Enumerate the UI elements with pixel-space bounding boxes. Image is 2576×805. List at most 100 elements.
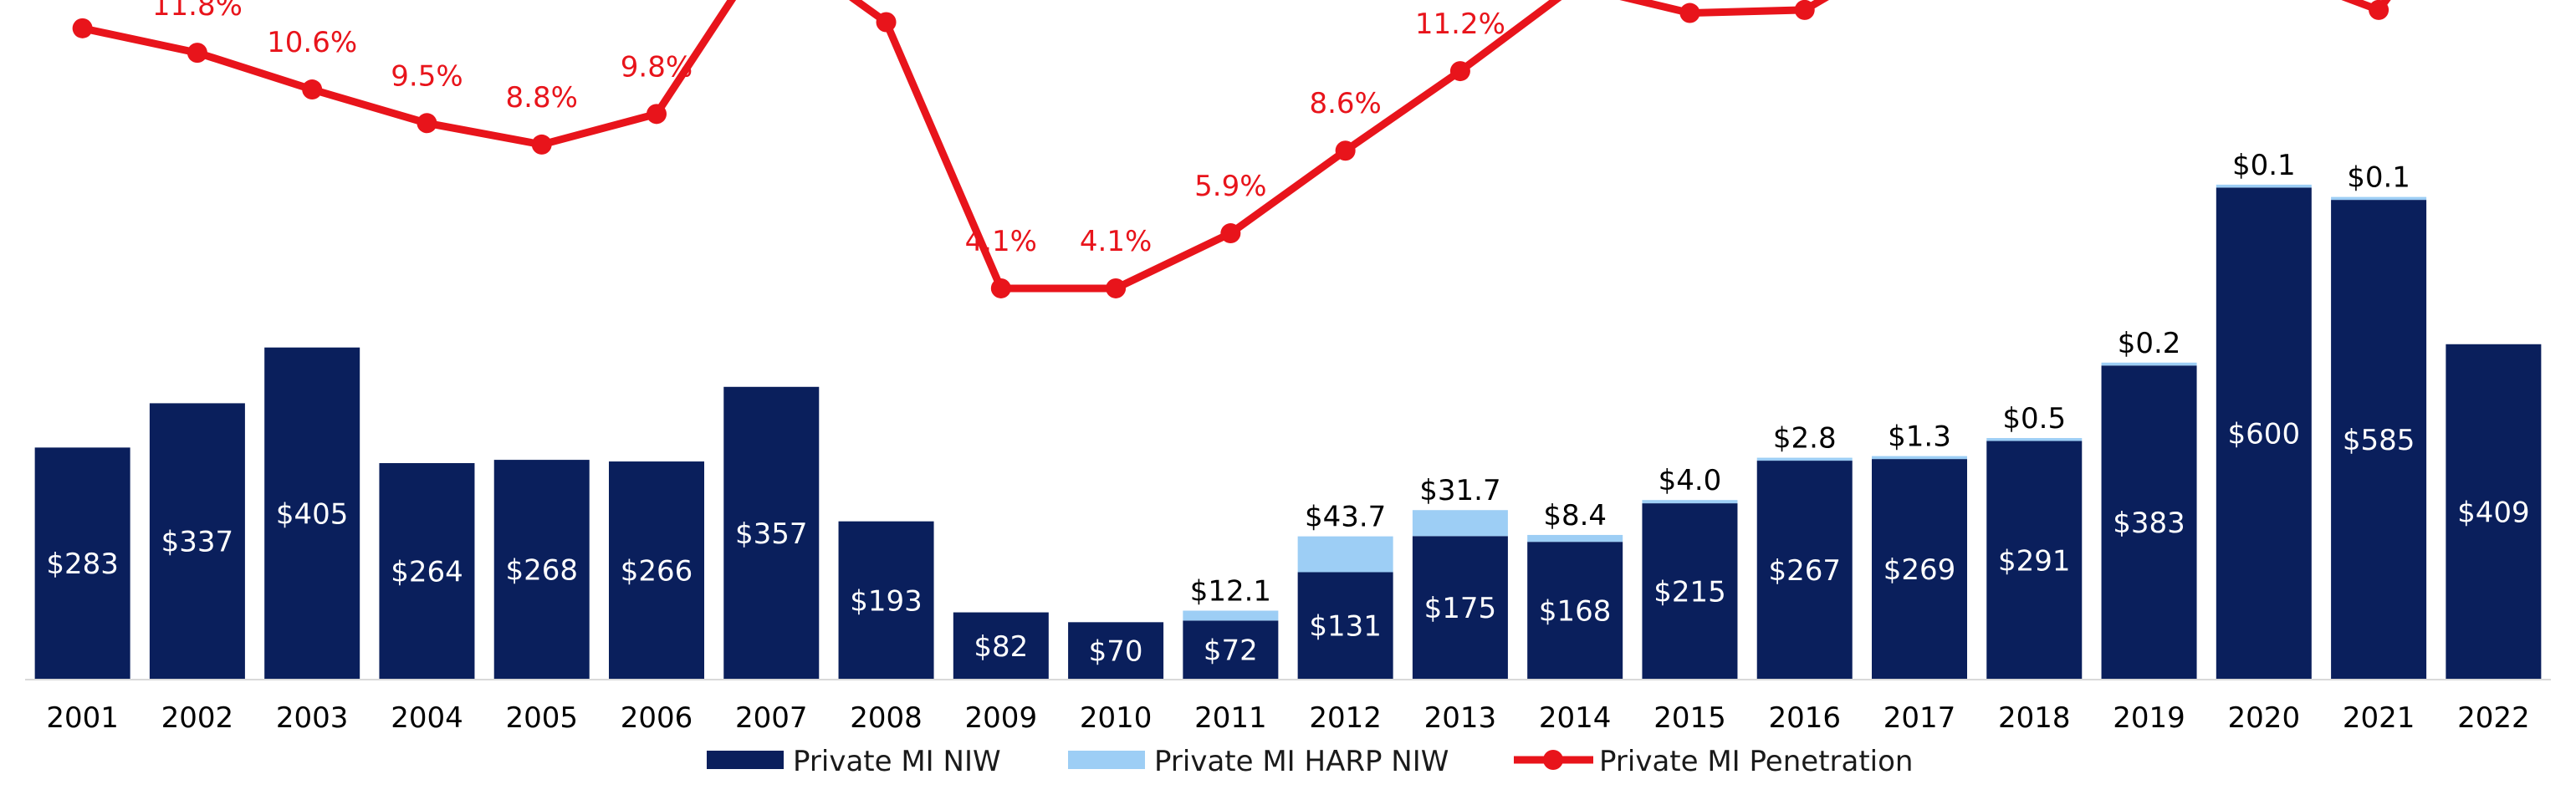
niw-bar-label-2018: $291 [1998, 544, 2071, 578]
penetration-label-2012: 8.6% [1309, 87, 1381, 120]
niw-bar-label-2013: $175 [1424, 592, 1497, 625]
legend-swatch-harp [1068, 751, 1145, 769]
niw-bar-2007 [723, 386, 820, 680]
niw-bar-2010 [1068, 622, 1164, 680]
x-tick-2016: 2016 [1768, 701, 1841, 735]
niw-bar-2017 [1872, 459, 1967, 680]
niw-bar-2006 [609, 461, 704, 680]
niw-bar-2002 [149, 403, 245, 680]
niw-bar-label-2008: $193 [850, 584, 923, 618]
niw-bar-label-2002: $337 [161, 526, 234, 559]
niw-bar-2018 [1986, 441, 2083, 680]
niw-bar-label-2012: $131 [1309, 610, 1382, 644]
niw-bar-2021 [2331, 200, 2427, 680]
x-tick-2017: 2017 [1883, 701, 1956, 735]
penetration-label-2002: 11.8% [152, 0, 243, 23]
legend-label-niw: Private MI NIW [793, 745, 1001, 778]
penetration-point-2005 [531, 134, 552, 155]
harp-bar-label-2011: $12.1 [1190, 574, 1271, 608]
x-tick-2008: 2008 [850, 701, 923, 735]
niw-bar-label-2019: $383 [2113, 507, 2185, 540]
penetration-label-2010: 4.1% [1080, 225, 1152, 258]
legend-swatch-penetration-marker [1543, 750, 1563, 770]
niw-bar-2019 [2101, 365, 2197, 680]
niw-bar-label-2016: $267 [1768, 554, 1841, 588]
niw-bar-label-2010: $70 [1089, 635, 1143, 669]
niw-bar-2014 [1527, 542, 1623, 680]
x-tick-2020: 2020 [2228, 701, 2301, 735]
niw-bar-2022 [2446, 344, 2542, 680]
niw-bar-label-2020: $600 [2228, 418, 2301, 451]
niw-bar-2008 [838, 521, 934, 680]
penetration-point-2004 [417, 113, 437, 134]
harp-bar-label-2012: $43.7 [1305, 501, 1386, 534]
legend-item-penetration: Private MI Penetration [1514, 745, 1913, 778]
harp-bar-2013 [1412, 510, 1508, 537]
harp-bar-2014 [1527, 534, 1623, 543]
harp-bar-2017 [1872, 456, 1967, 460]
x-tick-2005: 2005 [505, 701, 578, 735]
niw-bar-label-2011: $72 [1204, 634, 1258, 668]
harp-bar-label-2018: $0.5 [2002, 402, 2066, 436]
x-tick-2021: 2021 [2343, 701, 2415, 735]
harp-bar-label-2021: $0.1 [2347, 161, 2410, 195]
niw-bar-2013 [1412, 536, 1508, 680]
x-tick-2003: 2003 [276, 701, 349, 735]
x-tick-2018: 2018 [1998, 701, 2071, 735]
niw-bar-label-2022: $409 [2457, 496, 2530, 529]
niw-bar-2015 [1642, 503, 1738, 680]
niw-bar-label-2014: $168 [1539, 595, 1612, 629]
harp-bar-2020 [2216, 184, 2312, 188]
harp-bar-label-2016: $2.8 [1773, 422, 1837, 456]
penetration-point-2003 [302, 79, 323, 100]
niw-bar-label-2004: $264 [391, 556, 463, 589]
harp-bar-2011 [1183, 610, 1279, 621]
penetration-point-2006 [647, 104, 667, 125]
niw-bar-2011 [1183, 620, 1279, 680]
harp-bar-label-2020: $0.1 [2232, 149, 2296, 182]
niw-bar-2016 [1756, 461, 1853, 680]
harp-bar-2016 [1756, 457, 1853, 461]
x-tick-2007: 2007 [735, 701, 808, 735]
penetration-point-2002 [187, 43, 207, 64]
niw-bar-2001 [34, 447, 130, 680]
x-tick-2013: 2013 [1424, 701, 1497, 735]
niw-bar-label-2005: $268 [505, 554, 578, 588]
harp-bar-label-2019: $0.2 [2118, 327, 2181, 360]
niw-bar-label-2017: $269 [1883, 553, 1956, 587]
x-tick-2019: 2019 [2113, 701, 2185, 735]
bars-layer: $283 $337 $405 $264 $268 $266 $357 $193 $82 $70 $7… [34, 149, 2542, 680]
penetration-label-2009: 4.1% [965, 225, 1037, 258]
penetration-point-2021 [2369, 0, 2389, 20]
harp-bar-label-2017: $1.3 [1888, 420, 1951, 454]
x-axis: 2001 2002 2003 2004 2005 2006 2007 2008 2009 2010… [25, 679, 2551, 735]
harp-bar-2012 [1297, 536, 1393, 573]
niw-bar-label-2003: $405 [276, 497, 349, 531]
penetration-point-2011 [1220, 223, 1241, 244]
niw-bar-label-2006: $266 [621, 555, 693, 588]
x-tick-2006: 2006 [621, 701, 693, 735]
penetration-label-2011: 5.9% [1194, 170, 1266, 203]
niw-bar-2005 [493, 460, 590, 680]
niw-bar-label-2021: $585 [2343, 424, 2415, 457]
legend-swatch-niw [707, 751, 784, 769]
penetration-point-2008 [876, 12, 897, 33]
penetration-line [79, 0, 2391, 293]
legend: Private MI NIW Private MI HARP NIW Private… [707, 745, 1913, 778]
penetration-point-2012 [1335, 140, 1356, 161]
x-tick-2002: 2002 [161, 701, 234, 735]
x-tick-2015: 2015 [1653, 701, 1726, 735]
legend-label-harp: Private MI HARP NIW [1154, 745, 1449, 778]
niw-bar-label-2001: $283 [46, 548, 119, 581]
niw-bar-label-2009: $82 [974, 630, 1028, 664]
penetration-point-2015 [1679, 3, 1700, 23]
legend-label-penetration: Private MI Penetration [1599, 745, 1913, 778]
harp-bar-label-2015: $4.0 [1659, 464, 1722, 497]
niw-bar-2020 [2216, 187, 2312, 680]
harp-bar-2021 [2331, 196, 2427, 201]
x-tick-2010: 2010 [1080, 701, 1153, 735]
harp-bar-label-2014: $8.4 [1543, 499, 1607, 532]
niw-bar-label-2015: $215 [1653, 576, 1726, 609]
penetration-label-2003: 10.6% [267, 26, 357, 59]
